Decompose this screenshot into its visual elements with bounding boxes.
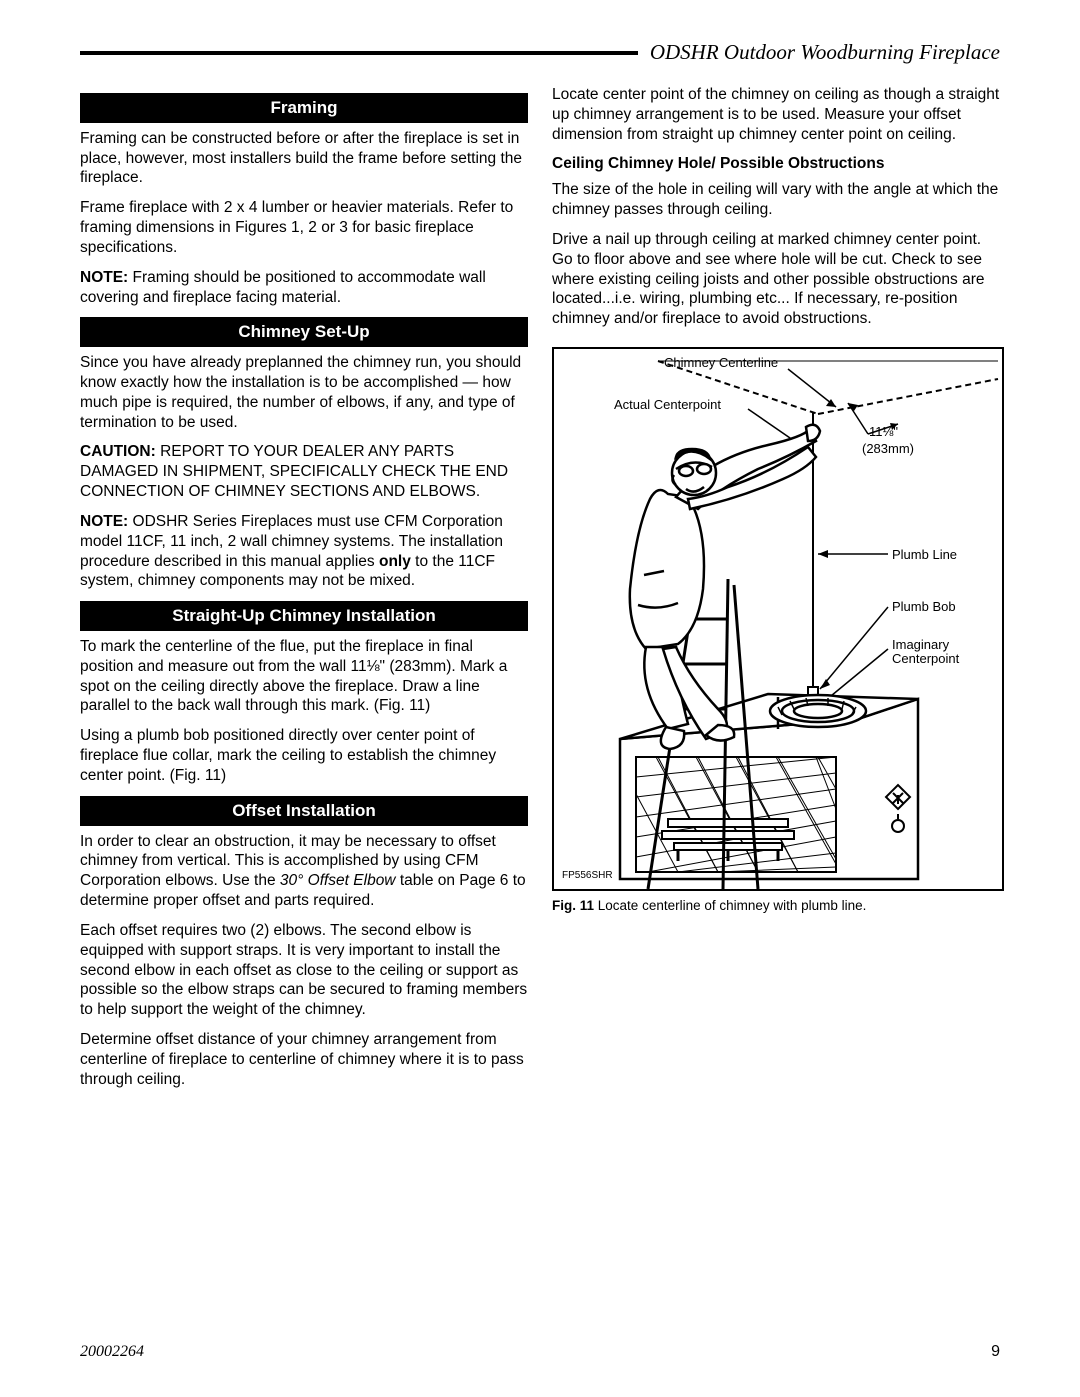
right-column: Locate center point of the chimney on ce… bbox=[552, 85, 1000, 1099]
footer-page-number: 9 bbox=[991, 1343, 1000, 1361]
para: CAUTION: REPORT TO YOUR DEALER ANY PARTS… bbox=[80, 442, 528, 501]
para-text: Framing should be positioned to accommod… bbox=[80, 269, 486, 306]
section-framing: Framing bbox=[80, 93, 528, 123]
page-header: ODSHR Outdoor Woodburning Fireplace bbox=[80, 40, 1000, 65]
note-label: NOTE: bbox=[80, 269, 128, 286]
para: Since you have already preplanned the ch… bbox=[80, 353, 528, 432]
caution-label: CAUTION: bbox=[80, 443, 156, 460]
only-word: only bbox=[379, 553, 411, 570]
label-centerpoint: Centerpoint bbox=[892, 651, 959, 668]
para: Frame fireplace with 2 x 4 lumber or hea… bbox=[80, 198, 528, 257]
label-model: FP556SHR bbox=[562, 870, 613, 883]
label-actual-centerpoint: Actual Centerpoint bbox=[614, 397, 721, 414]
section-offset: Offset Installation bbox=[80, 796, 528, 826]
para: Each offset requires two (2) elbows. The… bbox=[80, 921, 528, 1020]
label-plumb-line: Plumb Line bbox=[892, 547, 957, 564]
figure-11: Chimney Centerline Actual Centerpoint 11… bbox=[552, 347, 1004, 891]
label-plumb-bob: Plumb Bob bbox=[892, 599, 956, 616]
caption-fig-num: Fig. 11 bbox=[552, 898, 594, 913]
page-footer: 20002264 9 bbox=[80, 1343, 1000, 1361]
para: The size of the hole in ceiling will var… bbox=[552, 180, 1000, 220]
para: Framing can be constructed before or aft… bbox=[80, 129, 528, 188]
para: Determine offset distance of your chimne… bbox=[80, 1030, 528, 1089]
figure-drawing bbox=[554, 349, 1002, 889]
para: Using a plumb bob positioned directly ov… bbox=[80, 726, 528, 785]
para: NOTE: ODSHR Series Fireplaces must use C… bbox=[80, 512, 528, 591]
label-dim: 11⅛" bbox=[869, 424, 898, 441]
para: To mark the centerline of the flue, put … bbox=[80, 637, 528, 716]
footer-doc-number: 20002264 bbox=[80, 1343, 144, 1361]
header-title: ODSHR Outdoor Woodburning Fireplace bbox=[650, 40, 1000, 65]
label-chimney-centerline: Chimney Centerline bbox=[664, 355, 778, 372]
italic-text: 30° Offset Elbow bbox=[280, 872, 396, 889]
para: Drive a nail up through ceiling at marke… bbox=[552, 230, 1000, 329]
para: In order to clear an obstruction, it may… bbox=[80, 832, 528, 911]
header-rule bbox=[80, 51, 638, 55]
figure-caption: Fig. 11 Locate centerline of chimney wit… bbox=[552, 897, 1000, 914]
para: NOTE: Framing should be positioned to ac… bbox=[80, 268, 528, 308]
section-chimney-setup: Chimney Set-Up bbox=[80, 317, 528, 347]
note-label: NOTE: bbox=[80, 513, 128, 530]
caption-text: Locate centerline of chimney with plumb … bbox=[594, 898, 866, 913]
left-column: Framing Framing can be constructed befor… bbox=[80, 85, 528, 1099]
subheading-ceiling-hole: Ceiling Chimney Hole/ Possible Obstructi… bbox=[552, 154, 1000, 174]
para: Locate center point of the chimney on ce… bbox=[552, 85, 1000, 144]
section-straight-up: Straight-Up Chimney Installation bbox=[80, 601, 528, 631]
label-dim-mm: (283mm) bbox=[862, 441, 914, 458]
